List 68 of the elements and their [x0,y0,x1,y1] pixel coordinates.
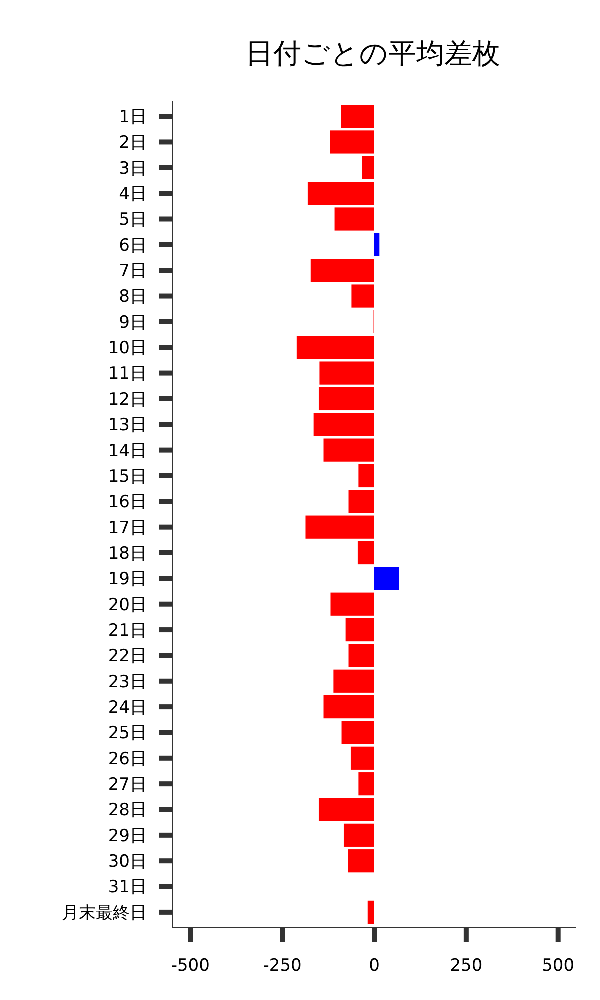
y-tick-label: 24日 [108,698,147,718]
y-tick-label: 12日 [108,390,147,410]
y-tick-label: 月末最終日 [62,903,147,924]
y-tick-label: 30日 [108,852,147,872]
bar [324,438,374,462]
bar [348,850,374,873]
y-tick-label: 28日 [108,800,147,821]
y-tick-label: 26日 [108,749,147,770]
y-tick-label: 3日 [119,158,147,179]
bar [368,900,374,924]
y-tick-label: 5日 [119,210,147,230]
y-tick-label: 19日 [108,570,147,590]
y-tick-label: 25日 [108,724,147,744]
x-tick-label: -500 [171,956,210,976]
bar [348,490,374,514]
y-tick-label: 4日 [119,184,147,205]
x-tick-label: -250 [263,956,302,976]
bar [358,541,374,565]
bar [374,567,400,590]
y-tick-label: 2日 [119,133,147,154]
y-tick-label: 17日 [108,518,147,538]
x-tick-label: 500 [542,956,575,976]
y-tick-label: 16日 [108,492,147,513]
y-tick-label: 23日 [108,672,147,692]
bar [334,670,374,693]
bar [346,618,374,642]
bar [362,156,374,180]
bar [318,387,374,411]
x-tick-label: 0 [369,956,380,976]
y-tick-label: 1日 [119,108,147,128]
bar [342,721,374,744]
bar [330,130,374,154]
bar [348,644,374,668]
bar [324,696,374,719]
y-tick-label: 13日 [108,416,147,436]
bar [341,105,374,128]
y-tick-label: 6日 [119,236,147,256]
bar [358,464,374,488]
y-tick-label: 29日 [108,826,147,846]
y-tick-label: 18日 [108,544,147,564]
bar [352,284,374,308]
bar [306,516,374,539]
bar [318,798,374,822]
y-tick-label: 22日 [108,646,147,667]
y-tick-label: 14日 [108,441,147,462]
bar [320,362,374,385]
y-tick-label: 21日 [108,620,147,641]
y-tick-label: 10日 [108,338,147,359]
y-tick-label: 7日 [119,262,147,282]
y-tick-label: 11日 [108,364,147,384]
y-tick-label: 15日 [108,466,147,487]
bar [330,592,374,616]
y-tick-label: 9日 [119,312,147,333]
bar [344,824,374,847]
y-tick-label: 20日 [108,595,147,616]
y-tick-label: 27日 [108,775,147,796]
bar [358,772,374,796]
bar [374,233,380,256]
chart-title: 日付ごとの平均差枚 [246,37,500,70]
y-tick-label: 31日 [108,878,147,898]
bar [334,208,374,231]
bar [314,413,374,436]
bar [310,259,374,282]
y-tick-label: 8日 [119,287,147,308]
bar [350,746,374,770]
bar [296,336,374,360]
bar [308,182,374,206]
x-tick-label: 250 [450,956,483,976]
